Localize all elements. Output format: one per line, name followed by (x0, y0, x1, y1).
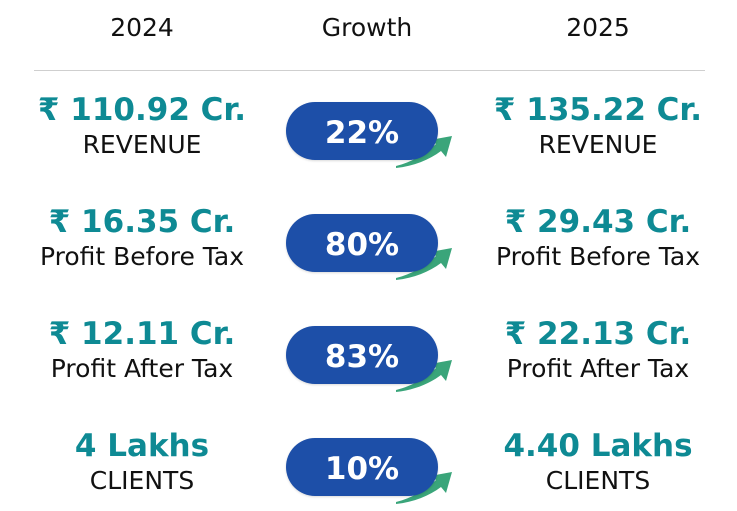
metric-2025-profit-after-tax: ₹ 22.13 Cr. Profit After Tax (458, 316, 737, 386)
metric-value: ₹ 16.35 Cr. (48, 204, 236, 240)
metric-label: Profit Before Tax (39, 242, 245, 271)
metric-label: REVENUE (82, 130, 202, 159)
trend-up-arrow-icon (396, 472, 452, 504)
metric-label: Profit After Tax (50, 354, 234, 383)
header-2025: 2025 (566, 13, 630, 42)
metric-2024-profit-after-tax: ₹ 12.11 Cr. Profit After Tax (2, 316, 282, 386)
growth-percentage: 83% (286, 326, 438, 384)
metric-value: ₹ 29.43 Cr. (504, 204, 692, 240)
metric-label: CLIENTS (89, 466, 195, 495)
metric-value: ₹ 135.22 Cr. (493, 92, 703, 128)
metric-value: 4 Lakhs (74, 428, 210, 464)
metric-label: Profit After Tax (506, 354, 690, 383)
metric-2024-revenue: ₹ 110.92 Cr. REVENUE (2, 92, 282, 162)
metric-2024-profit-before-tax: ₹ 16.35 Cr. Profit Before Tax (2, 204, 282, 274)
metric-label: CLIENTS (545, 466, 651, 495)
metric-value: ₹ 110.92 Cr. (37, 92, 247, 128)
metric-label: Profit Before Tax (495, 242, 701, 271)
growth-badge-profit-after-tax: 83% (284, 324, 454, 394)
header-growth: Growth (321, 13, 413, 42)
growth-badge-clients: 10% (284, 436, 454, 506)
growth-percentage: 10% (286, 438, 438, 496)
growth-badge-revenue: 22% (284, 100, 454, 170)
growth-percentage: 80% (286, 214, 438, 272)
metric-2024-clients: 4 Lakhs CLIENTS (2, 428, 282, 498)
trend-up-arrow-icon (396, 360, 452, 392)
growth-percentage: 22% (286, 102, 438, 160)
metric-value: 4.40 Lakhs (503, 428, 693, 464)
metric-2025-profit-before-tax: ₹ 29.43 Cr. Profit Before Tax (458, 204, 737, 274)
metric-label: REVENUE (538, 130, 658, 159)
header-2024: 2024 (110, 13, 174, 42)
growth-badge-profit-before-tax: 80% (284, 212, 454, 282)
metric-value: ₹ 12.11 Cr. (48, 316, 236, 352)
header-divider (34, 70, 705, 71)
trend-up-arrow-icon (396, 136, 452, 168)
metric-value: ₹ 22.13 Cr. (504, 316, 692, 352)
trend-up-arrow-icon (396, 248, 452, 280)
metric-2025-clients: 4.40 Lakhs CLIENTS (458, 428, 737, 498)
metric-2025-revenue: ₹ 135.22 Cr. REVENUE (458, 92, 737, 162)
